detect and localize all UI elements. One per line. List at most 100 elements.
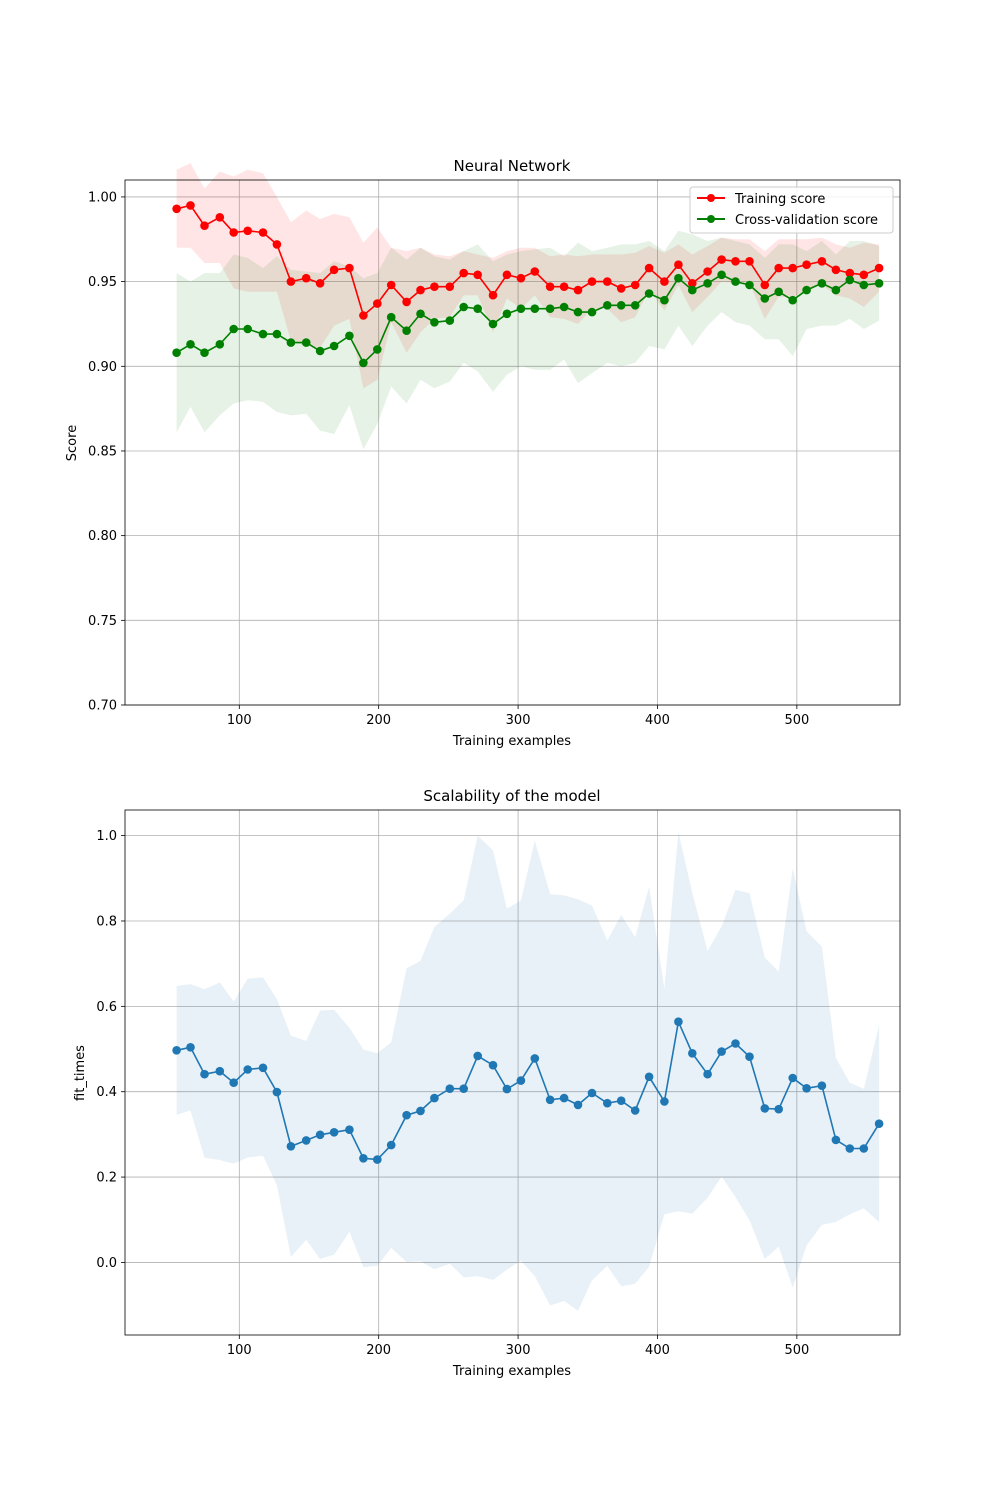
data-point [802,1084,811,1093]
data-point [644,1072,654,1082]
learning-curve-ticks: 100 200 300 400 500 0.70 0.75 0.80 0.85 0.90 0.95 1… [88,190,809,728]
data-point [760,294,770,303]
x-tick-label: 200 [366,1343,391,1358]
data-point [172,204,181,214]
data-point [286,338,296,347]
data-point [329,265,339,275]
data-point [745,1052,754,1061]
data-point [402,297,411,307]
data-point [587,277,597,286]
x-tick-label: 400 [645,713,670,728]
data-point [473,1051,483,1061]
x-tick-label: 500 [784,1343,809,1358]
data-point [430,282,439,292]
data-point [545,282,555,292]
data-point [386,312,396,322]
data-point [402,326,411,336]
learning-curve-chart: 100 200 300 400 500 0.70 0.75 0.80 0.85 0.90 0.95 1… [65,157,901,749]
data-point [301,338,311,347]
y-tick-label: 0.2 [96,1171,117,1186]
scalability-chart: 100 200 300 400 500 0.0 0.2 0.4 0.6 0.8 1.0 Scalab… [73,787,901,1379]
data-point [874,263,884,273]
data-point [688,1049,697,1058]
legend-cv-label: Cross-validation score [735,213,878,228]
data-point [359,358,368,368]
legend-box [689,186,894,234]
data-point [416,285,425,295]
data-point [473,304,483,314]
scalability-title: Scalability of the model [423,787,600,805]
data-point [301,273,311,283]
data-point [345,263,354,273]
learning-curve-x-axis-label: Training examples [452,734,571,749]
data-point [859,280,869,290]
data-point [630,301,640,310]
data-point [674,1017,683,1026]
data-point [229,324,238,334]
data-point [831,265,841,275]
data-point [502,309,512,319]
data-point [616,284,626,293]
data-point [603,301,612,310]
data-point [788,263,797,273]
data-point [660,295,669,305]
learning-curve-lines [172,201,884,368]
data-point [186,340,195,349]
data-point [243,324,252,334]
data-point [616,301,626,310]
data-point [717,1047,726,1056]
data-point [516,273,526,283]
data-point [345,1125,354,1134]
data-point [845,1144,855,1153]
data-point [243,226,252,236]
data-point [545,1095,555,1105]
y-tick-label: 0.95 [88,275,117,290]
legend-cv-marker [707,215,715,223]
data-point [215,340,225,349]
data-point [674,260,683,270]
legend-training-label: Training score [734,192,825,207]
data-point [272,240,282,249]
data-point [373,1155,382,1164]
data-point [731,1039,740,1048]
data-point [845,268,855,278]
y-tick-label: 0.8 [96,914,117,929]
data-point [445,282,455,292]
x-tick-label: 500 [784,713,809,728]
data-point [373,299,382,308]
data-point [674,273,683,283]
data-point [459,302,469,312]
data-point [530,304,540,314]
x-tick-label: 200 [366,713,391,728]
data-point [301,1136,311,1145]
data-point [272,1087,282,1097]
data-point [703,1069,712,1079]
data-point [345,331,354,341]
data-point [831,285,841,295]
data-point [559,282,569,292]
data-point [859,270,869,280]
data-point [200,348,209,358]
learning-curve-plot-frame [124,179,901,706]
data-point [488,319,498,329]
data-point [573,307,583,317]
data-point [172,348,181,358]
data-point [272,329,282,339]
learning-curve-title: Neural Network [454,157,571,175]
data-point [315,279,325,288]
data-point [229,1078,238,1087]
scalability-plot-frame [124,809,901,1336]
y-tick-label: 0.75 [88,614,117,629]
data-point [229,228,238,237]
data-point [186,1043,195,1052]
data-point [200,1069,209,1079]
x-tick-label: 100 [227,1343,252,1358]
data-point [215,213,225,222]
data-point [688,279,697,288]
y-tick-label: 0.0 [96,1256,117,1271]
data-point [258,329,268,339]
learning-curve-y-axis-label: Score [65,425,80,461]
data-point [530,267,540,276]
